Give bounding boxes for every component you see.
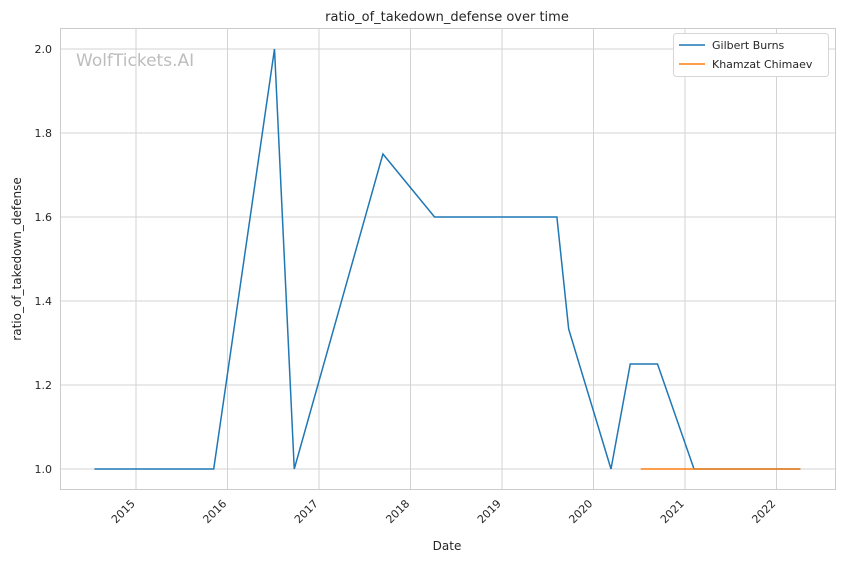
y-tick-label: 1.8 [35, 127, 53, 140]
x-axis-label: Date [433, 539, 462, 553]
y-tick-label: 1.6 [35, 211, 53, 224]
plot-frame [60, 28, 836, 490]
x-tick-label: 2018 [383, 497, 412, 526]
y-tick-label: 1.4 [35, 295, 53, 308]
chart-title: ratio_of_takedown_defense over time [325, 10, 569, 25]
y-tick-label: 1.2 [35, 379, 53, 392]
series-line-gilbert-burns [94, 48, 801, 470]
x-tick-label: 2015 [109, 497, 138, 526]
legend-label: Gilbert Burns [712, 39, 785, 52]
y-axis-label: ratio_of_takedown_defense [10, 177, 24, 340]
y-tick-label: 1.0 [35, 463, 53, 476]
x-tick-label: 2016 [200, 497, 229, 526]
watermark: WolfTickets.AI [76, 51, 194, 71]
x-tick-label: 2019 [475, 497, 504, 526]
x-tick-label: 2022 [749, 497, 778, 526]
x-tick-label: 2017 [292, 497, 321, 526]
y-tick-label: 2.0 [35, 43, 53, 56]
legend-label: Khamzat Chimaev [712, 58, 813, 71]
x-tick-label: 2020 [566, 497, 595, 526]
legend: Gilbert Burns Khamzat Chimaev [673, 33, 829, 77]
x-tick-label: 2021 [658, 497, 687, 526]
